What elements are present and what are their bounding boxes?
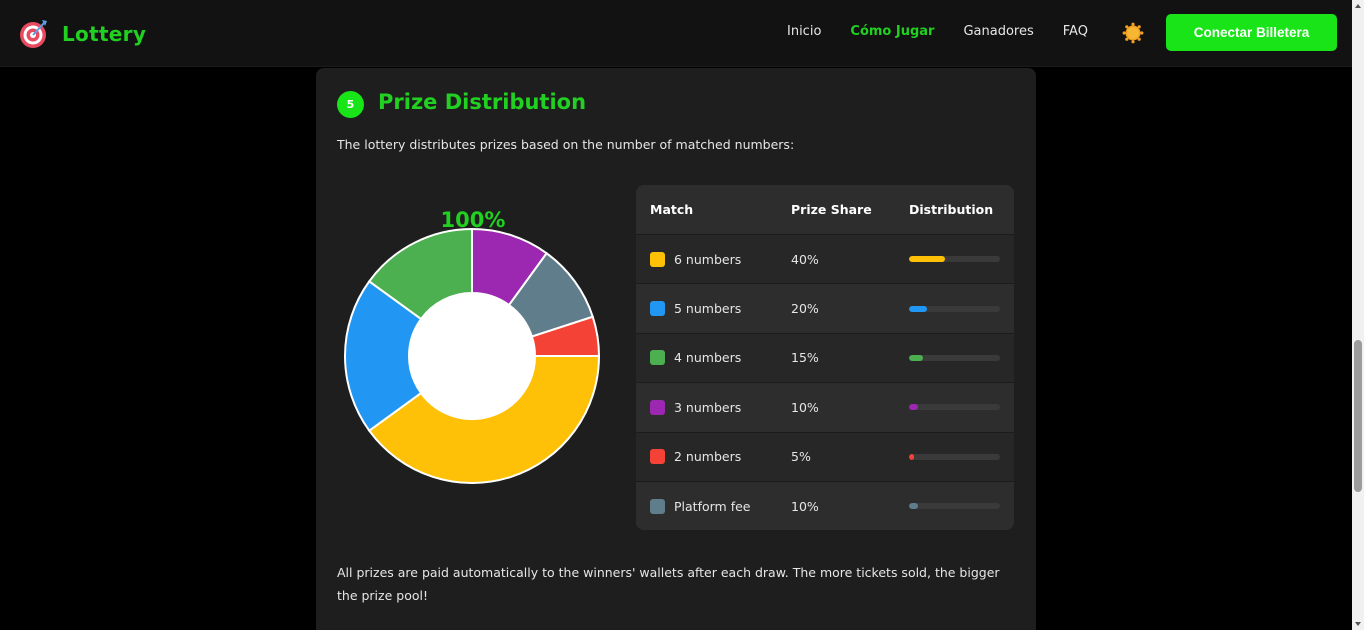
- match-cell: Platform fee: [636, 498, 777, 514]
- connect-wallet-button[interactable]: Conectar Billetera: [1166, 14, 1337, 51]
- distribution-cell: [895, 404, 1014, 411]
- prize-share-cell: 10%: [791, 498, 819, 514]
- sun-icon[interactable]: [1122, 22, 1144, 44]
- prize-donut-chart: [344, 227, 601, 484]
- distribution-bar: [909, 503, 1000, 510]
- color-swatch: [650, 251, 665, 267]
- prize-share-cell: 20%: [791, 301, 819, 317]
- table-row: 6 numbers 40%: [636, 234, 1014, 283]
- header-distribution: Distribution: [909, 202, 994, 217]
- distribution-cell: [895, 354, 1014, 361]
- section-intro: The lottery distributes prizes based on …: [337, 137, 795, 152]
- donut-center-label: 100%: [440, 208, 506, 232]
- prize-distribution-card: 5 Prize Distribution The lottery distrib…: [316, 68, 1036, 630]
- color-swatch: [650, 350, 665, 366]
- match-label: 3 numbers: [674, 399, 742, 415]
- match-label: 2 numbers: [674, 449, 742, 465]
- nav-link-ganadores[interactable]: Ganadores: [963, 24, 1034, 39]
- table-body: 6 numbers 40% 5 numbers 20% 4 numbers 15% 3 nu…: [636, 234, 1014, 530]
- match-label: 5 numbers: [674, 301, 742, 317]
- header-match: Match: [650, 202, 694, 217]
- match-label: 4 numbers: [674, 350, 742, 366]
- nav-link-faq[interactable]: FAQ: [1062, 24, 1088, 39]
- distribution-bar-fill: [909, 305, 928, 312]
- distribution-bar: [909, 305, 1000, 312]
- distribution-bar: [909, 453, 1000, 460]
- target-dart-icon: [20, 20, 47, 48]
- prize-share-cell: 5%: [791, 449, 811, 465]
- distribution-cell: [895, 256, 1014, 263]
- section-title: Prize Distribution: [378, 90, 587, 114]
- table-row: 5 numbers 20%: [636, 283, 1014, 333]
- table-row: 3 numbers 10%: [636, 382, 1014, 432]
- color-swatch: [650, 498, 665, 514]
- scroll-down-arrow-icon[interactable]: [1352, 618, 1364, 630]
- match-label: 6 numbers: [674, 251, 742, 267]
- nav-link-como-jugar[interactable]: Cómo Jugar: [850, 24, 935, 39]
- distribution-bar-fill: [909, 503, 919, 510]
- step-number-badge: 5: [337, 91, 364, 118]
- nav-link-inicio[interactable]: Inicio: [787, 24, 822, 39]
- match-label: Platform fee: [674, 498, 751, 514]
- distribution-bar: [909, 256, 1000, 263]
- distribution-bar-fill: [909, 453, 914, 460]
- prize-table: Match Prize Share Distribution 6 numbers…: [636, 185, 1014, 530]
- table-row: 4 numbers 15%: [636, 332, 1014, 382]
- distribution-cell: [895, 503, 1014, 510]
- match-cell: 5 numbers: [636, 301, 777, 317]
- match-cell: 6 numbers: [636, 251, 777, 267]
- color-swatch: [650, 399, 665, 415]
- brand[interactable]: Lottery: [18, 18, 146, 49]
- distribution-bar-fill: [909, 404, 919, 411]
- prize-share-cell: 40%: [791, 251, 819, 267]
- section-footer-note: All prizes are paid automatically to the…: [337, 565, 1000, 603]
- header-prize-share: Prize Share: [791, 202, 872, 217]
- color-swatch: [650, 449, 665, 465]
- distribution-cell: [895, 305, 1014, 312]
- distribution-bar: [909, 354, 1000, 361]
- prize-share-cell: 15%: [791, 350, 819, 366]
- match-cell: 4 numbers: [636, 350, 777, 366]
- table-row: 2 numbers 5%: [636, 431, 1014, 481]
- distribution-bar-fill: [909, 354, 923, 361]
- page-scrollbar[interactable]: [1352, 0, 1364, 630]
- donut-hole: [409, 293, 535, 419]
- distribution-cell: [895, 453, 1014, 460]
- main-nav: Inicio Cómo Jugar Ganadores FAQ: [787, 24, 1117, 39]
- table-header: Match Prize Share Distribution: [636, 185, 1014, 234]
- prize-share-cell: 10%: [791, 399, 819, 415]
- distribution-bar: [909, 404, 1000, 411]
- color-swatch: [650, 301, 665, 317]
- brand-name: Lottery: [62, 21, 147, 46]
- scroll-up-arrow-icon[interactable]: [1352, 0, 1364, 12]
- distribution-bar-fill: [909, 256, 946, 263]
- scrollbar-thumb[interactable]: [1354, 340, 1362, 492]
- table-row: Platform fee 10%: [636, 480, 1014, 530]
- match-cell: 2 numbers: [636, 449, 777, 465]
- top-navbar: Lottery Inicio Cómo Jugar Ganadores FAQ …: [0, 0, 1352, 67]
- match-cell: 3 numbers: [636, 399, 777, 415]
